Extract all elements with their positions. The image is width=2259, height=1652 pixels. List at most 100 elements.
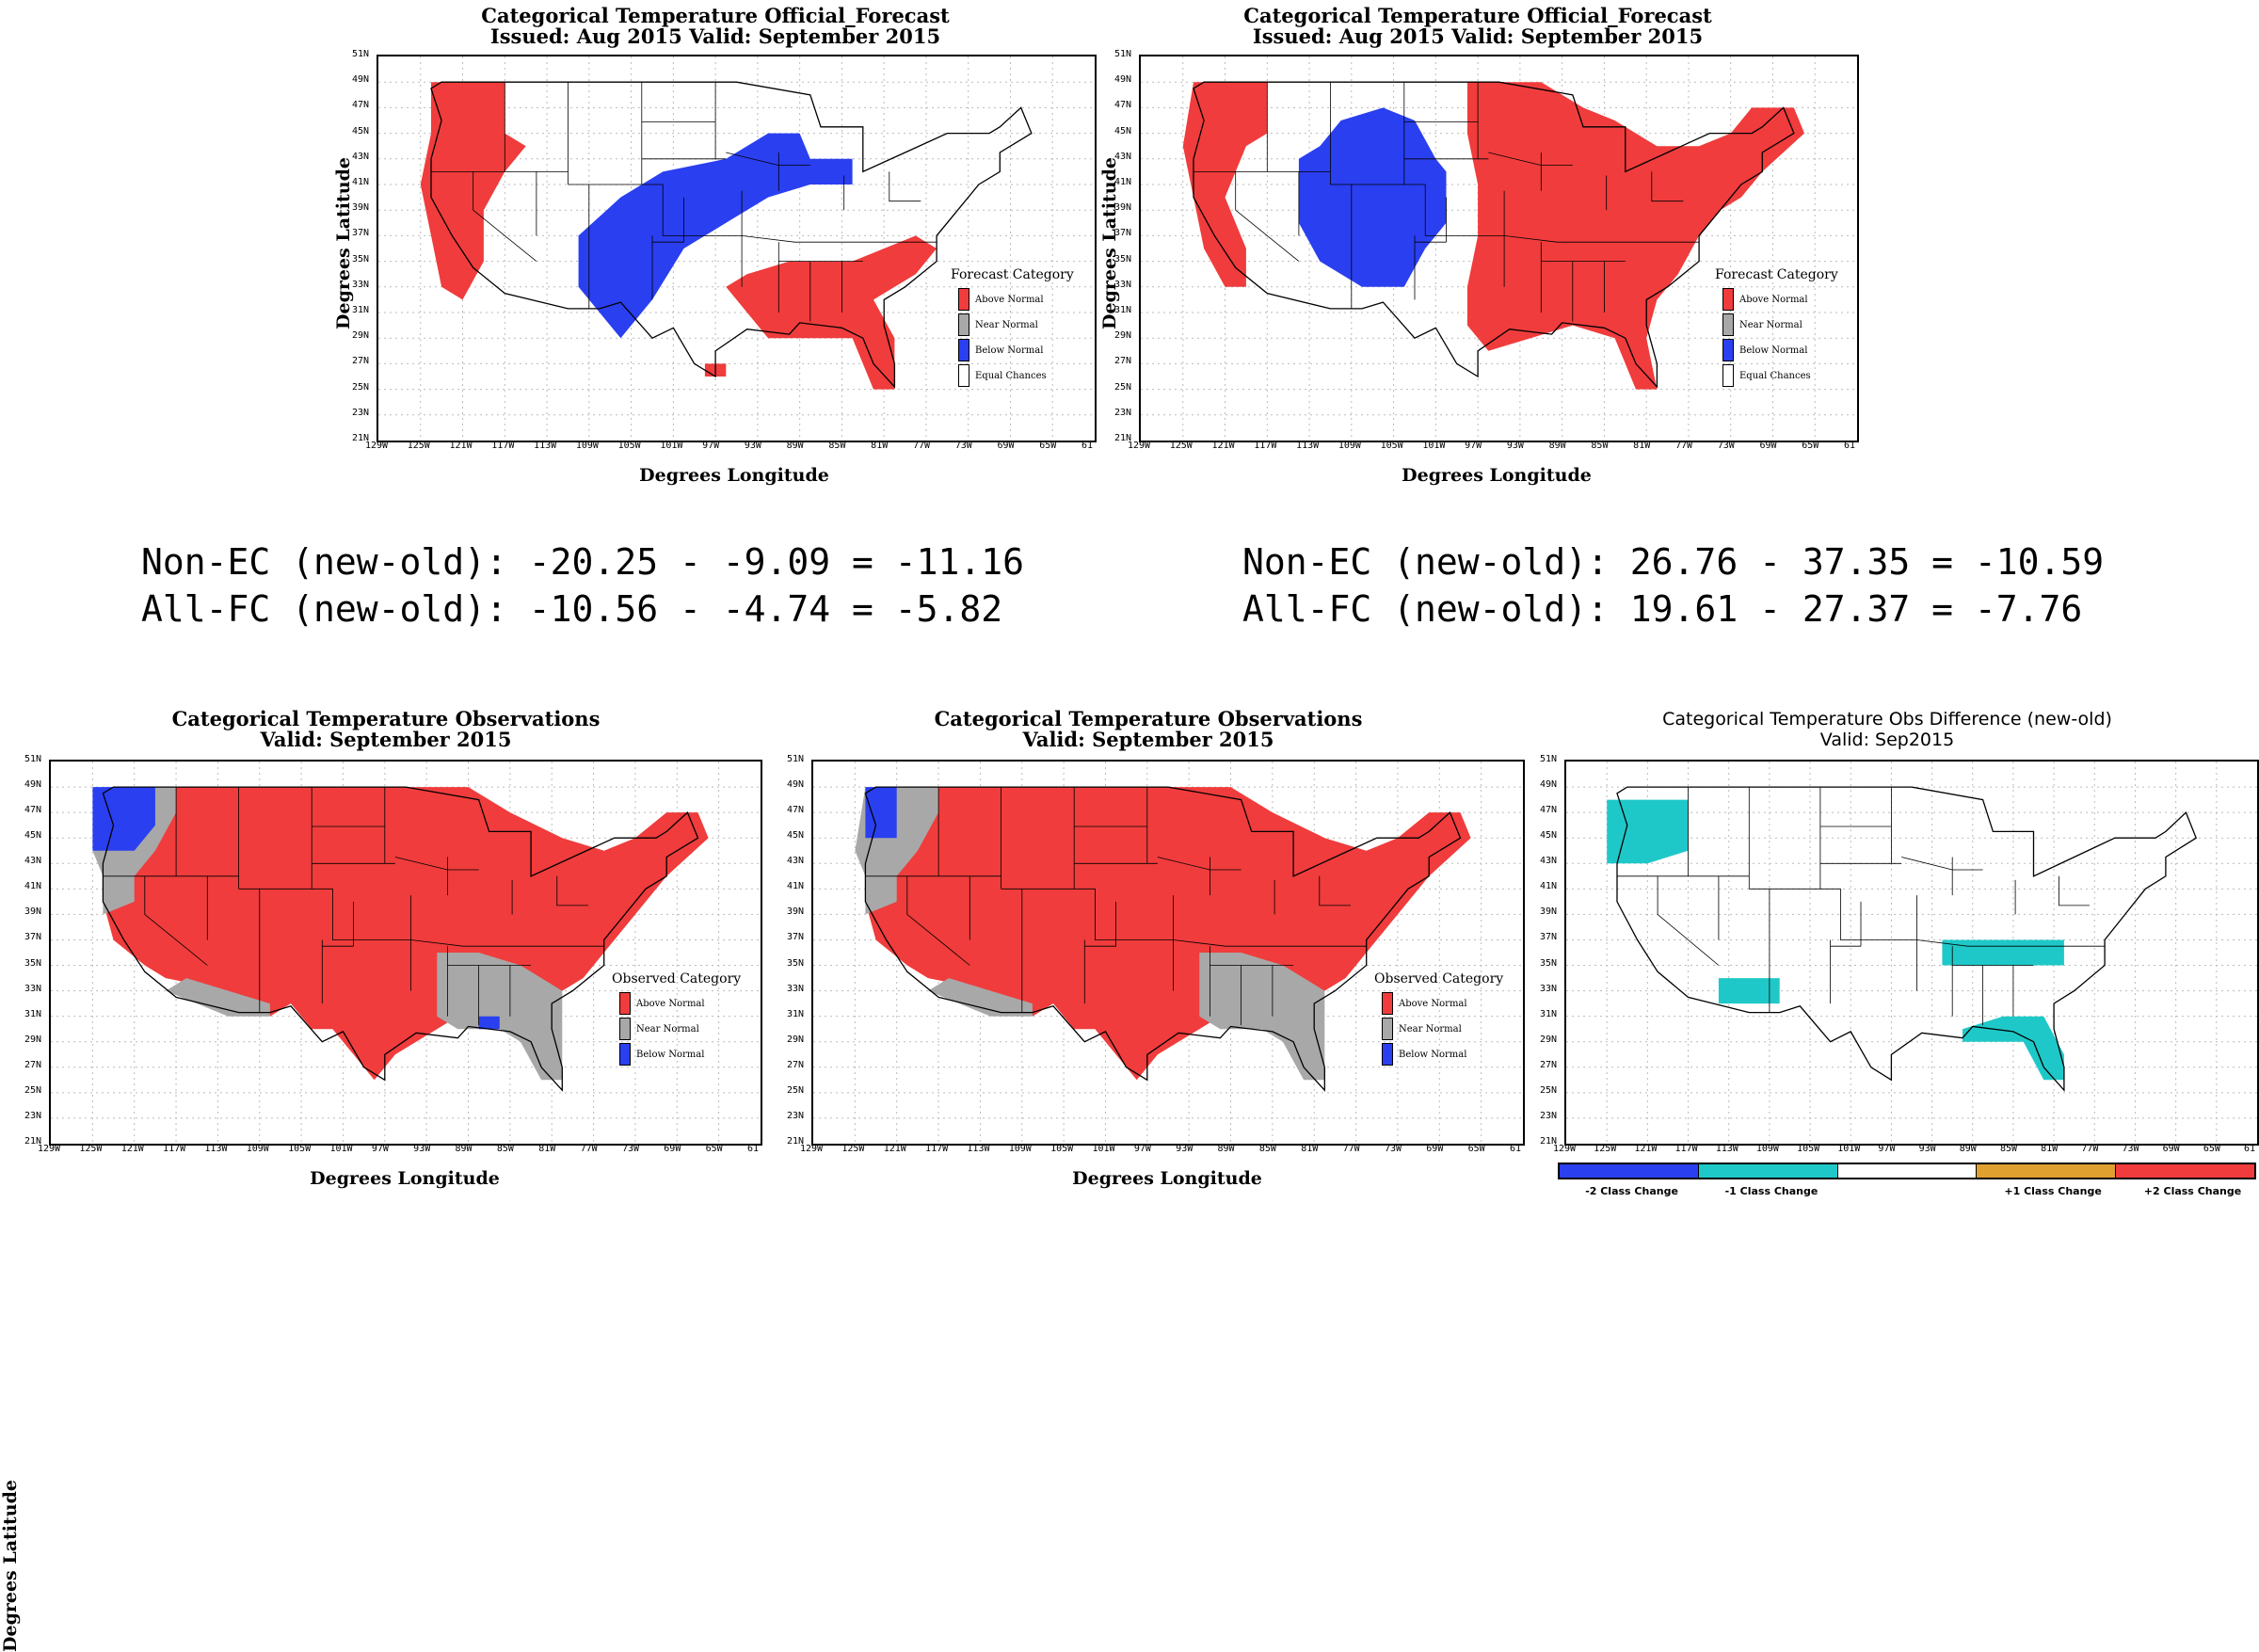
lon-tick-label: 93W [744, 441, 761, 451]
panel-title-line1: Categorical Temperature Official_Forecas… [1243, 4, 1712, 27]
lon-tick-label: 105W [1050, 1144, 1074, 1154]
legend-label: Near Normal [1399, 1023, 1462, 1035]
lat-tick-label: 21N [24, 1136, 42, 1147]
panel-title-line1: Categorical Temperature Obs Difference (… [1662, 709, 2112, 730]
lat-tick-label: 21N [1114, 433, 1132, 443]
legend-label: Below Normal [1739, 345, 1808, 356]
lon-tick-label: 97W [702, 441, 720, 451]
legend-item: Below Normal [1722, 339, 1807, 361]
lat-tick-label: 37N [24, 932, 42, 943]
lon-tick-label: 73W [1717, 441, 1735, 451]
panel-obs-difference: Categorical Temperature Obs Difference (… [1515, 701, 2259, 1210]
legend-label: Above Normal [636, 998, 705, 1009]
lat-tick-label: 45N [352, 125, 370, 136]
lat-tick-label: 29N [787, 1034, 805, 1045]
lon-tick-label: 109W [575, 441, 599, 451]
category-region-above [1182, 82, 1268, 287]
category-region-above [1466, 82, 1804, 390]
forecast-legend: Forecast Category Above Normal Near Normal… [951, 267, 1111, 409]
lon-tick-label: 97W [1465, 441, 1482, 451]
lon-tick-label: 61 [1081, 441, 1094, 451]
state-border [889, 171, 921, 202]
lon-tick-label: 81W [1633, 441, 1651, 451]
lat-tick-label: 35N [1540, 957, 1558, 969]
lon-tick-label: 69W [1759, 441, 1777, 451]
panel-forecast-new: Categorical Temperature Official_Forecas… [1092, 0, 1864, 499]
difference-colorbar [1558, 1163, 2256, 1179]
colorbar-label: -1 Class Change [1724, 1185, 1818, 1197]
lon-tick-label: 109W [246, 1144, 269, 1154]
lon-tick-label: 101W [660, 441, 683, 451]
legend-swatch [1382, 992, 1393, 1015]
lon-tick-label: 109W [1755, 1144, 1779, 1154]
lon-tick-label: 101W [1422, 441, 1446, 451]
y-axis-title: Degrees Latitude [333, 157, 354, 329]
lon-tick-label: 81W [2041, 1144, 2059, 1154]
category-region-below [1298, 107, 1447, 287]
lon-tick-label: 117W [925, 1144, 949, 1154]
lon-tick-label: 109W [1008, 1144, 1032, 1154]
lat-tick-label: 31N [787, 1008, 805, 1019]
lon-tick-label: 73W [954, 441, 972, 451]
colorbar-label: +1 Class Change [2004, 1185, 2102, 1197]
lon-tick-label: 109W [1338, 441, 1361, 451]
lon-tick-label: 117W [1254, 441, 1277, 451]
colorbar-segment [1560, 1164, 1699, 1178]
state-border [568, 184, 937, 243]
lat-tick-label: 51N [1114, 49, 1132, 59]
map-plot [376, 55, 1097, 442]
lat-tick-label: 33N [787, 983, 805, 994]
colorbar-segment [1977, 1164, 2117, 1178]
legend-item: Near Normal [1722, 313, 1802, 336]
lon-tick-label: 105W [617, 441, 641, 451]
legend-item: Below Normal [619, 1043, 704, 1066]
lon-tick-label: 73W [2122, 1144, 2139, 1154]
lat-tick-label: 29N [352, 330, 370, 342]
lon-tick-label: 69W [2162, 1144, 2180, 1154]
lat-tick-label: 49N [352, 74, 370, 86]
state-border [2059, 875, 2090, 906]
colorbar-segment [1837, 1164, 1978, 1178]
lon-tick-label: 101W [1837, 1144, 1861, 1154]
legend-item: Above Normal [958, 288, 1044, 311]
lat-tick-label: 39N [1540, 906, 1558, 918]
lat-tick-label: 23N [1114, 407, 1132, 418]
x-axis-title: Degrees Longitude [1402, 465, 1592, 486]
lat-tick-label: 29N [1540, 1034, 1558, 1045]
map-plot [49, 760, 762, 1146]
legend-title: Forecast Category [951, 267, 1074, 282]
country-outline [430, 81, 1033, 389]
legend-label: Near Normal [975, 319, 1038, 330]
lat-tick-label: 23N [787, 1110, 805, 1121]
lon-tick-label: 125W [407, 441, 430, 451]
legend-label: Above Normal [975, 294, 1044, 305]
panel-title-line2: Valid: Sep2015 [1819, 730, 1955, 750]
lon-tick-label: 77W [1674, 441, 1692, 451]
lat-tick-label: 47N [352, 100, 370, 111]
lon-tick-label: 65W [1802, 441, 1819, 451]
lat-tick-label: 37N [1114, 228, 1132, 239]
lon-tick-label: 85W [828, 441, 846, 451]
legend-item: Equal Chances [958, 364, 1047, 387]
lat-tick-label: 31N [24, 1008, 42, 1019]
category-region-near [928, 978, 1033, 1017]
map-svg [1141, 56, 1857, 441]
lon-tick-label: 89W [455, 1144, 473, 1154]
lon-tick-label: 101W [329, 1144, 353, 1154]
lon-tick-label: 121W [449, 441, 473, 451]
lat-tick-label: 47N [24, 805, 42, 816]
legend-title: Forecast Category [1715, 267, 1838, 282]
stats-right-line2: All-FC (new-old): 19.61 - 27.37 = -7.76 [1242, 588, 2083, 630]
legend-swatch [1722, 313, 1734, 336]
lon-tick-label: 113W [1715, 1144, 1738, 1154]
lon-tick-label: 97W [1133, 1144, 1151, 1154]
legend-label: Below Normal [975, 345, 1044, 356]
lon-tick-label: 93W [1918, 1144, 1936, 1154]
panel-forecast-old: Categorical Temperature Official_Forecas… [329, 0, 1101, 499]
category-region-below [865, 787, 897, 839]
lon-tick-label: 117W [491, 441, 515, 451]
lat-tick-label: 45N [24, 830, 42, 842]
map-svg [51, 762, 761, 1144]
state-border [1749, 888, 2106, 947]
panel-title-line1: Categorical Temperature Observations [171, 707, 601, 730]
